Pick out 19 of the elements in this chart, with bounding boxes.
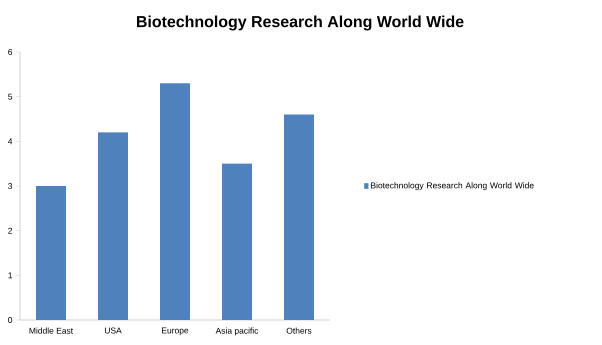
x-tick-label: Middle East bbox=[30, 328, 74, 334]
bar bbox=[36, 186, 66, 320]
x-tick-label: Europe bbox=[162, 328, 188, 336]
y-tick-label: 2 bbox=[8, 228, 12, 234]
chart-title: Biotechnology Research Along World Wide bbox=[136, 16, 464, 30]
y-tick-label: 6 bbox=[8, 49, 12, 55]
y-tick-label: 1 bbox=[8, 272, 12, 278]
bar bbox=[160, 83, 190, 320]
y-tick-label: 0 bbox=[8, 317, 12, 323]
y-tick-label: 4 bbox=[8, 138, 12, 144]
legend-label: Biotechnology Research Along World Wide bbox=[371, 182, 534, 190]
y-tick-label: 5 bbox=[8, 94, 12, 100]
bar bbox=[284, 114, 314, 320]
x-tick-label: Asia pacific bbox=[216, 328, 258, 336]
x-tick-label: USA bbox=[104, 328, 122, 334]
x-tick-label: Others bbox=[286, 328, 312, 334]
bar bbox=[98, 132, 128, 320]
y-tick-label: 3 bbox=[8, 183, 12, 189]
bar bbox=[222, 164, 252, 320]
